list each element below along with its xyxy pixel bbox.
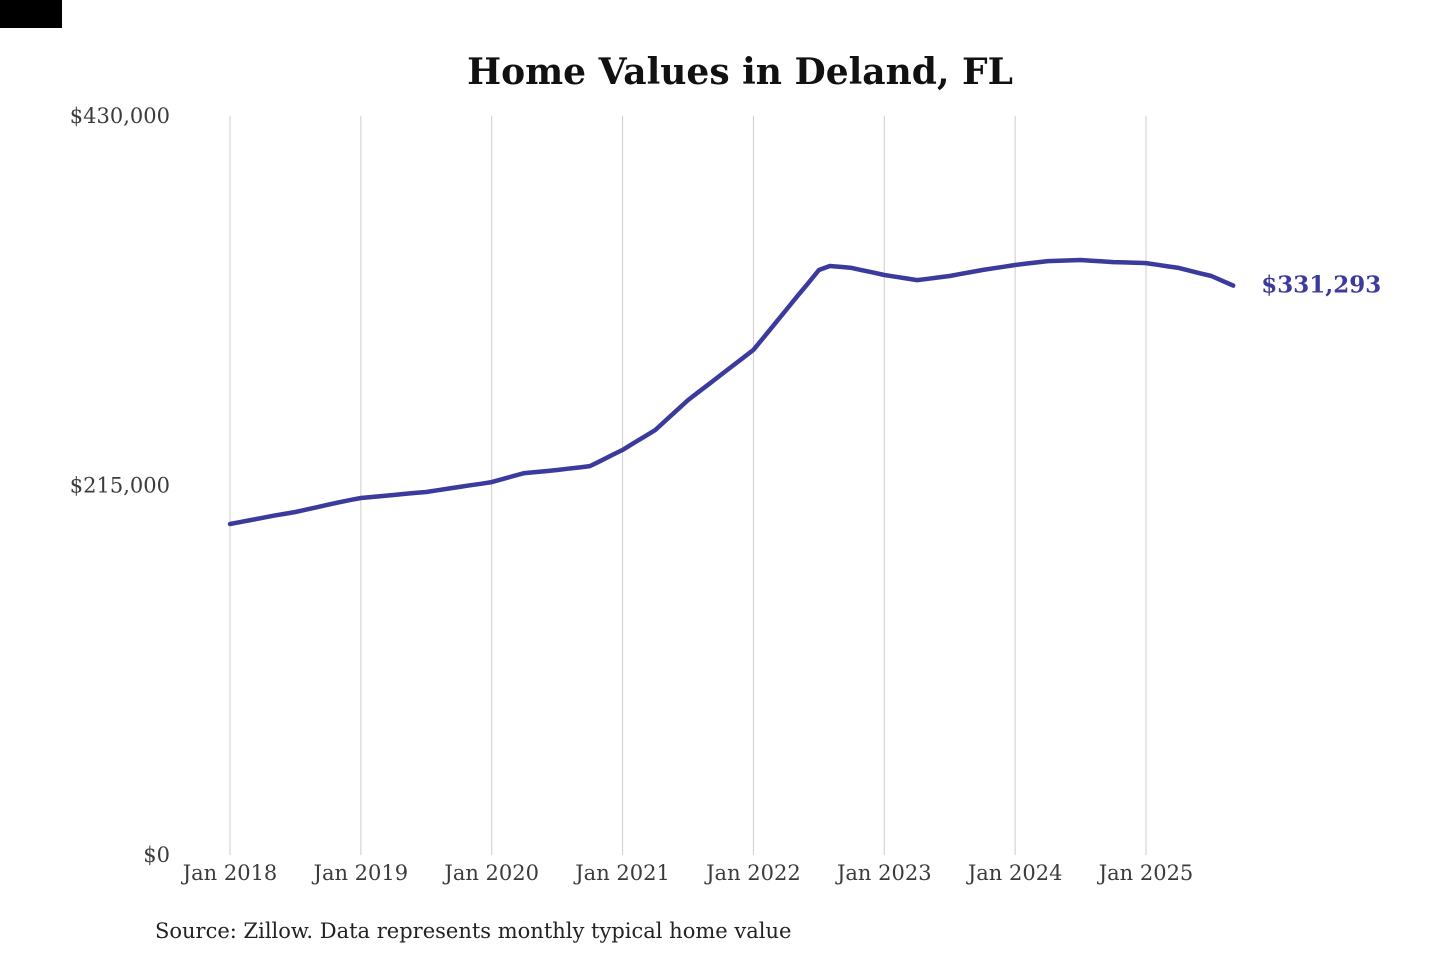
gridline-layer [229,116,1147,855]
latest-value-label: $331,293 [1261,272,1381,299]
x-tick-label: Jan 2021 [573,861,670,885]
y-axis-labels: $0 $215,000 $430,000 [70,104,170,867]
source-note: Source: Zillow. Data represents monthly … [155,919,791,943]
chart-title: Home Values in Deland, FL [467,51,1013,93]
y-tick-label: $215,000 [70,474,170,498]
x-tick-label: Jan 2024 [966,861,1063,885]
x-tick-label: Jan 2025 [1097,861,1194,885]
x-tick-label: Jan 2019 [312,861,409,885]
screenshot-artifact [0,0,62,28]
x-tick-label: Jan 2020 [442,861,539,885]
home-value-line [227,257,1236,527]
x-tick-label: Jan 2023 [835,861,932,885]
x-tick-label: Jan 2018 [181,861,278,885]
x-tick-label: Jan 2022 [704,861,801,885]
y-tick-label: $0 [143,843,170,867]
series-layer [227,257,1236,527]
y-tick-label: $430,000 [70,104,170,128]
x-axis-labels: Jan 2018 Jan 2019 Jan 2020 Jan 2021 Jan 2022… [181,861,1194,885]
